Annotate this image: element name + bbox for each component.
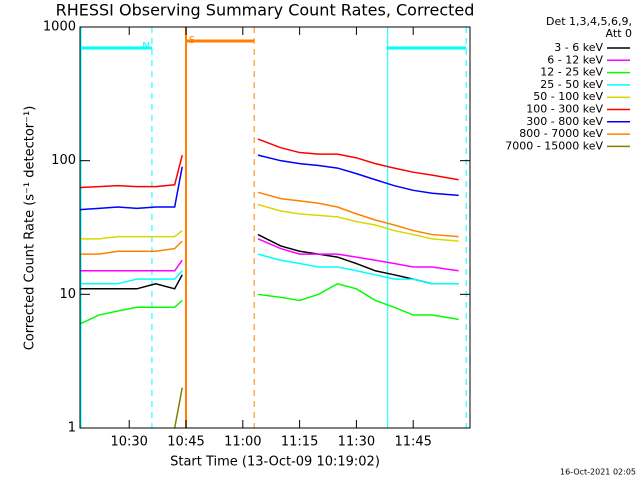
legend-label: 100 - 300 keV — [526, 103, 603, 116]
x-tick-label: 11:15 — [281, 435, 318, 450]
footer: 16-Oct-2021 02:05 — [560, 468, 636, 477]
night-label: N — [142, 41, 149, 52]
legend-label: 6 - 12 keV — [547, 53, 603, 66]
legend-label: 50 - 100 keV — [533, 90, 603, 103]
series-line — [79, 138, 459, 189]
legend-label: 12 - 25 keV — [540, 66, 603, 79]
series-line — [80, 203, 459, 242]
series-line — [80, 238, 459, 272]
series-line — [80, 233, 459, 290]
series-line — [80, 253, 459, 285]
y-axis-label: Corrected Count Rate (s⁻¹ detector⁻¹) — [23, 106, 38, 351]
plot-frame — [79, 26, 471, 429]
legend-label: 800 - 7000 keV — [519, 127, 603, 140]
legend-header: Det 1,3,4,5,6,9, — [546, 15, 632, 28]
y-tick-label: 10 — [59, 287, 76, 302]
saa-label: S — [189, 35, 195, 46]
legend-label: 3 - 6 keV — [554, 41, 603, 54]
series-line — [79, 282, 459, 325]
legend-label: 7000 - 15000 keV — [505, 139, 603, 152]
x-tick-label: 11:30 — [338, 435, 375, 450]
legend-label: 300 - 800 keV — [526, 115, 603, 128]
y-tick-label: 100 — [51, 153, 76, 168]
legend-header: Att 0 — [606, 27, 632, 40]
x-tick-label: 11:00 — [224, 435, 261, 450]
series-line — [173, 387, 183, 429]
y-tick-label: 1 — [68, 421, 76, 436]
x-tick-label: 10:30 — [110, 435, 147, 450]
x-tick-label: 10:45 — [167, 435, 204, 450]
x-axis-label: Start Time (13-Oct-09 10:19:02) — [170, 455, 380, 470]
chart-title: RHESSI Observing Summary Count Rates, Co… — [56, 1, 475, 20]
series-line — [80, 191, 459, 255]
x-tick-label: 11:45 — [394, 435, 431, 450]
y-tick-label: 1000 — [43, 20, 76, 35]
series-line — [79, 154, 459, 211]
legend-label: 25 - 50 keV — [540, 78, 603, 91]
